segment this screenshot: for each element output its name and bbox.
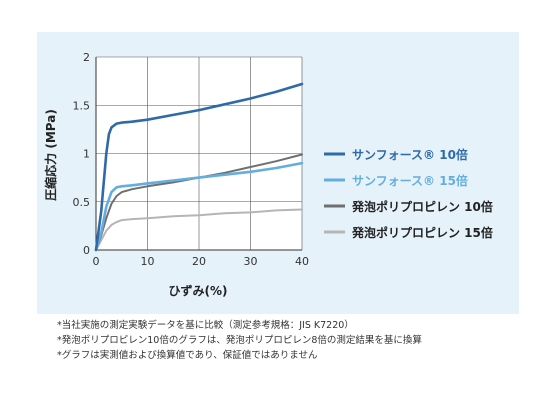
grid bbox=[96, 56, 303, 250]
x-tick-label: 40 bbox=[295, 255, 309, 268]
legend-label: 発泡ポリプロピレン 15倍 bbox=[351, 225, 493, 240]
legend-label: サンフォース® 15倍 bbox=[352, 173, 468, 188]
x-tick-label: 0 bbox=[93, 255, 100, 268]
series-line-4 bbox=[95, 208, 303, 251]
x-tick-label: 20 bbox=[192, 255, 206, 268]
axes: 00.511.520 10 20 30 40 bbox=[73, 51, 310, 268]
x-axis-label: ひずみ(%) bbox=[169, 283, 228, 298]
x-tick-label: 10 bbox=[141, 255, 155, 268]
x-tick-label: 30 bbox=[244, 255, 258, 268]
footnote: *当社実施の測定実験データを基に比較（測定参考規格：JIS K7220） bbox=[57, 320, 354, 331]
series-line-3 bbox=[95, 153, 303, 251]
y-tick-label: 0.5 bbox=[73, 196, 91, 209]
y-tick-label: 1 bbox=[83, 148, 90, 161]
y-tick-label: 0 bbox=[83, 244, 90, 257]
legend-label: 発泡ポリプロピレン 10倍 bbox=[351, 199, 493, 214]
legend-label: サンフォース® 10倍 bbox=[352, 147, 468, 162]
series-line-2 bbox=[94, 161, 304, 252]
series-line-1 bbox=[94, 82, 304, 252]
footnote: *グラフは実測値および換算値であり、保証値ではありません bbox=[57, 350, 318, 361]
series-lines bbox=[94, 82, 304, 252]
y-tick-label: 1.5 bbox=[73, 99, 91, 112]
y-axis-label: 圧縮応力 (MPa) bbox=[43, 109, 58, 201]
y-tick-label: 2 bbox=[83, 51, 90, 64]
footnotes: *当社実施の測定実験データを基に比較（測定参考規格：JIS K7220） *発泡… bbox=[57, 318, 537, 363]
footnote: *発泡ポリプロピレン10倍のグラフは、発泡ポリプロピレン8倍の測定結果を基に換算 bbox=[57, 335, 422, 346]
